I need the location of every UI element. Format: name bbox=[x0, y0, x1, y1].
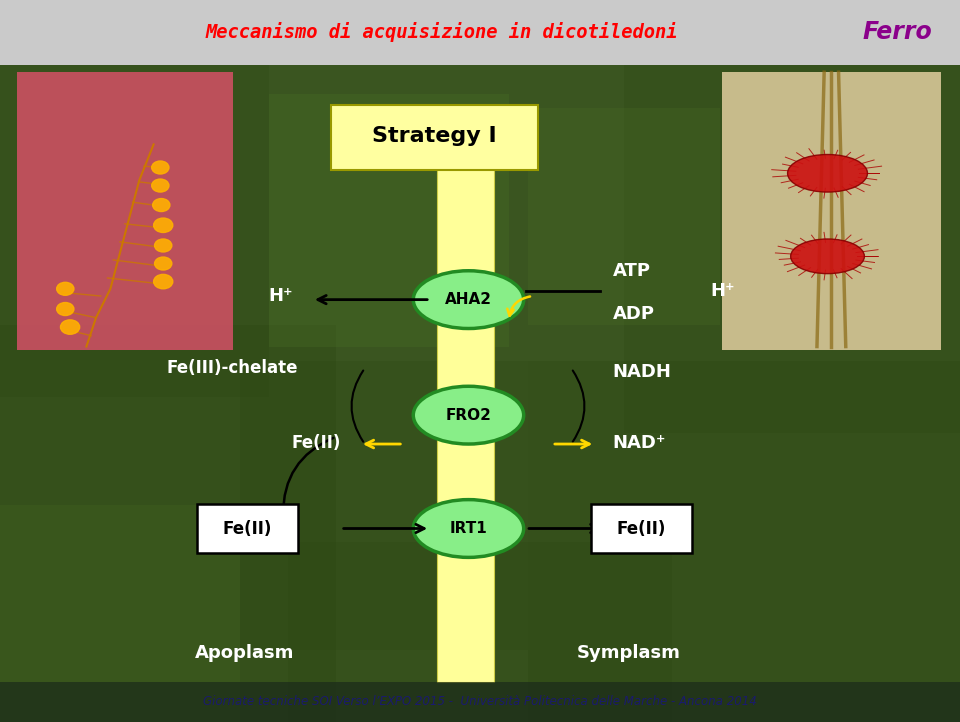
Text: H⁺: H⁺ bbox=[710, 282, 735, 300]
Circle shape bbox=[155, 257, 172, 270]
Circle shape bbox=[57, 303, 74, 316]
Circle shape bbox=[153, 199, 170, 212]
Ellipse shape bbox=[414, 500, 524, 557]
Bar bbox=[722, 72, 941, 350]
Text: ADP: ADP bbox=[612, 305, 655, 323]
Text: AHA2: AHA2 bbox=[445, 292, 492, 307]
Ellipse shape bbox=[787, 155, 868, 192]
Text: Ferro: Ferro bbox=[863, 19, 932, 44]
Bar bbox=[288, 542, 672, 722]
Bar bbox=[240, 361, 528, 650]
Bar bbox=[17, 72, 233, 350]
Bar bbox=[0, 325, 336, 722]
Bar bbox=[0, 0, 960, 65]
Circle shape bbox=[155, 239, 172, 252]
Circle shape bbox=[152, 161, 169, 174]
Text: Meccanismo di acquisizione in dicotiledoni: Meccanismo di acquisizione in dicotiledo… bbox=[205, 22, 678, 42]
Bar bbox=[528, 361, 960, 722]
Circle shape bbox=[152, 179, 169, 192]
FancyBboxPatch shape bbox=[331, 105, 538, 170]
Bar bbox=[624, 65, 960, 433]
FancyBboxPatch shape bbox=[198, 504, 298, 553]
Circle shape bbox=[60, 320, 80, 334]
Text: ATP: ATP bbox=[612, 262, 651, 279]
Text: Strategy I: Strategy I bbox=[372, 126, 496, 146]
Text: NADH: NADH bbox=[612, 363, 671, 380]
Text: NAD⁺: NAD⁺ bbox=[612, 434, 666, 451]
Text: Giornate tecniche SOI Verso l’EXPO 2015 -  Università Politecnica delle Marche -: Giornate tecniche SOI Verso l’EXPO 2015 … bbox=[204, 695, 756, 708]
Bar bbox=[269, 94, 509, 347]
Ellipse shape bbox=[414, 271, 524, 329]
Bar bbox=[0, 505, 240, 722]
Bar bbox=[528, 108, 720, 325]
Ellipse shape bbox=[414, 386, 524, 444]
Ellipse shape bbox=[791, 239, 864, 274]
Text: Fe(II): Fe(II) bbox=[223, 520, 273, 537]
Bar bbox=[0, 65, 269, 397]
Text: FRO2: FRO2 bbox=[445, 408, 492, 422]
Circle shape bbox=[154, 218, 173, 232]
Text: Fe(II): Fe(II) bbox=[292, 434, 341, 451]
Text: Fe(II): Fe(II) bbox=[616, 520, 666, 537]
Text: Fe(III)-chelate: Fe(III)-chelate bbox=[166, 360, 298, 377]
Circle shape bbox=[154, 274, 173, 289]
Text: Apoplasm: Apoplasm bbox=[195, 645, 295, 662]
Bar bbox=[437, 112, 494, 682]
Bar bbox=[0, 682, 960, 722]
Circle shape bbox=[57, 282, 74, 295]
Text: H⁺: H⁺ bbox=[268, 287, 293, 305]
FancyBboxPatch shape bbox=[590, 504, 691, 553]
Text: Symplasm: Symplasm bbox=[577, 645, 681, 662]
Text: IRT1: IRT1 bbox=[449, 521, 488, 536]
